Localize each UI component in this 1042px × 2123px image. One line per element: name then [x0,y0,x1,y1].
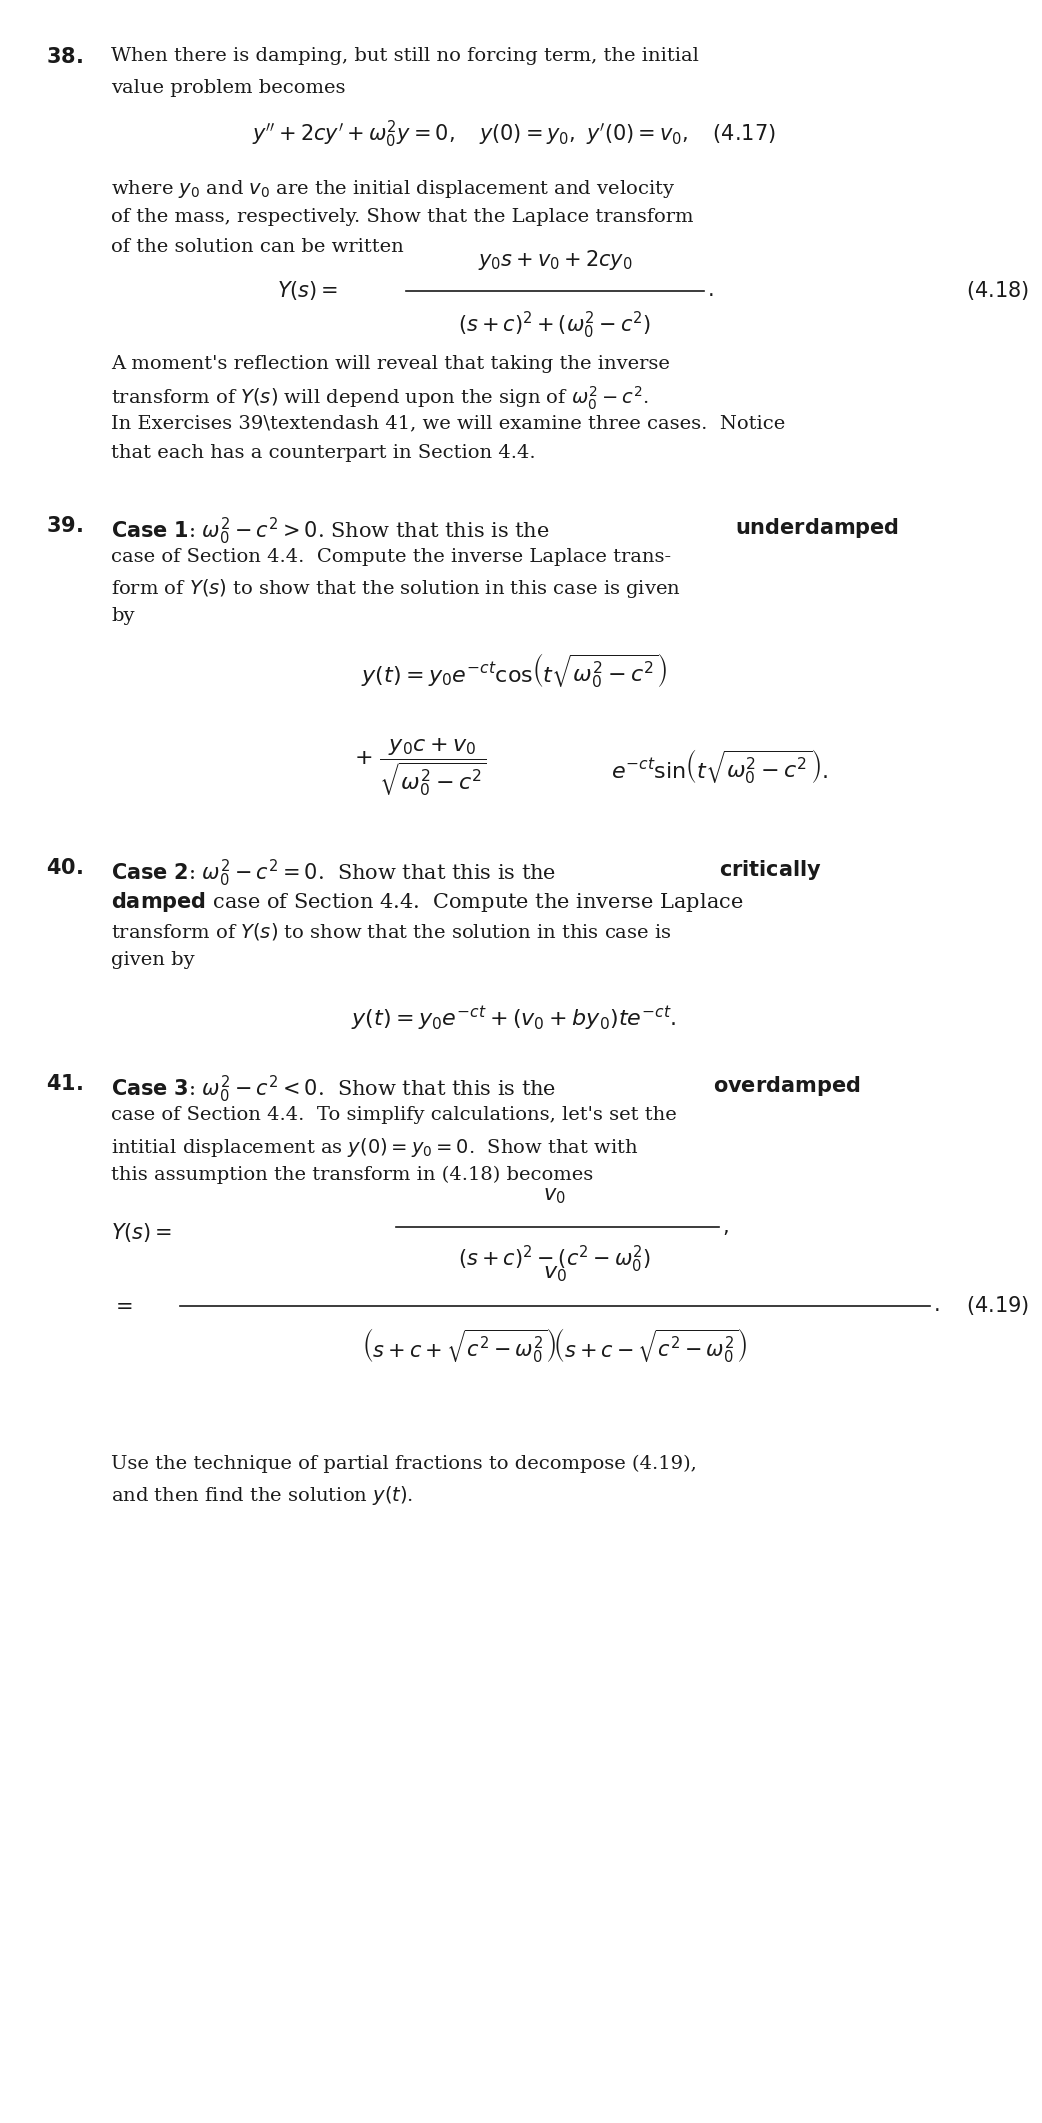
Text: case of Section 4.4.  Compute the inverse Laplace trans-: case of Section 4.4. Compute the inverse… [110,548,671,565]
Text: $(4.18)$: $(4.18)$ [966,280,1028,301]
Text: $\mathbf{Case\ 1}$: $\omega_0^2 - c^2 > 0$. Show that this is the: $\mathbf{Case\ 1}$: $\omega_0^2 - c^2 > … [110,516,549,548]
Text: transform of $Y(s)$ will depend upon the sign of $\omega_0^2 - c^2$.: transform of $Y(s)$ will depend upon the… [110,384,649,412]
Text: and then find the solution $y(t)$.: and then find the solution $y(t)$. [110,1484,414,1507]
Text: $e^{-ct} \sin\!\left(t\sqrt{\omega_0^2 - c^2}\right).$: $e^{-ct} \sin\!\left(t\sqrt{\omega_0^2 -… [612,747,828,786]
Text: $\mathbf{Case\ 3}$: $\omega_0^2 - c^2 < 0$.  Show that this is the: $\mathbf{Case\ 3}$: $\omega_0^2 - c^2 < … [110,1074,556,1106]
Text: $\mathit{\mathbf{underdamped}}$: $\mathit{\mathbf{underdamped}}$ [735,516,899,539]
Text: $=$: $=$ [110,1297,132,1314]
Text: given by: given by [110,951,195,968]
Text: $,$: $,$ [722,1219,729,1236]
Text: $\mathbf{38.}$: $\mathbf{38.}$ [46,47,83,66]
Text: When there is damping, but still no forcing term, the initial: When there is damping, but still no forc… [110,47,699,64]
Text: $v_0$: $v_0$ [543,1263,567,1284]
Text: $\mathit{\mathbf{damped}}$ case of Section 4.4.  Compute the inverse Laplace: $\mathit{\mathbf{damped}}$ case of Secti… [110,890,743,913]
Text: In Exercises 39\textendash 41, we will examine three cases.  Notice: In Exercises 39\textendash 41, we will e… [110,414,786,431]
Text: intitial displacement as $y(0) = y_0 = 0$.  Show that with: intitial displacement as $y(0) = y_0 = 0… [110,1136,638,1159]
Text: $(s + c)^2 + (\omega_0^2 - c^2)$: $(s + c)^2 + (\omega_0^2 - c^2)$ [458,310,651,342]
Text: value problem becomes: value problem becomes [110,79,346,96]
Text: where $y_0$ and $v_0$ are the initial displacement and velocity: where $y_0$ and $v_0$ are the initial di… [110,178,675,200]
Text: $v_0$: $v_0$ [544,1187,566,1206]
Text: $\mathbf{39.}$: $\mathbf{39.}$ [46,516,83,535]
Text: $\mathbf{Case\ 2}$: $\omega_0^2 - c^2 = 0$.  Show that this is the: $\mathbf{Case\ 2}$: $\omega_0^2 - c^2 = … [110,858,556,890]
Text: $\mathbf{41.}$: $\mathbf{41.}$ [46,1074,83,1093]
Text: $(s + c)^2 - (c^2 - \omega_0^2)$: $(s + c)^2 - (c^2 - \omega_0^2)$ [458,1244,651,1276]
Text: $Y(s) =$: $Y(s) =$ [277,280,339,301]
Text: form of $Y(s)$ to show that the solution in this case is given: form of $Y(s)$ to show that the solution… [110,577,680,601]
Text: $y(t) = y_0 e^{-ct} + (v_0 + by_0)te^{-ct}.$: $y(t) = y_0 e^{-ct} + (v_0 + by_0)te^{-c… [351,1004,676,1034]
Text: A moment's reflection will reveal that taking the inverse: A moment's reflection will reveal that t… [110,355,670,372]
Text: this assumption the transform in (4.18) becomes: this assumption the transform in (4.18) … [110,1166,593,1185]
Text: $\mathbf{40.}$: $\mathbf{40.}$ [46,858,83,877]
Text: that each has a counterpart in Section 4.4.: that each has a counterpart in Section 4… [110,444,536,461]
Text: $\mathit{\mathbf{critically}}$: $\mathit{\mathbf{critically}}$ [719,858,822,881]
Text: $\left(s + c + \sqrt{c^2 - \omega_0^2}\right)\!\left(s + c - \sqrt{c^2 - \omega_: $\left(s + c + \sqrt{c^2 - \omega_0^2}\r… [362,1327,748,1365]
Text: $Y(s) =$: $Y(s) =$ [110,1221,172,1244]
Text: Use the technique of partial fractions to decompose (4.19),: Use the technique of partial fractions t… [110,1454,697,1473]
Text: $.$: $.$ [933,1297,939,1314]
Text: transform of $Y(s)$ to show that the solution in this case is: transform of $Y(s)$ to show that the sol… [110,921,671,943]
Text: of the solution can be written: of the solution can be written [110,238,403,255]
Text: $\mathit{\mathbf{overdamped}}$: $\mathit{\mathbf{overdamped}}$ [713,1074,861,1098]
Text: by: by [110,607,134,624]
Text: $.$: $.$ [706,282,720,299]
Text: $y'' + 2cy' + \omega_0^2 y = 0, \quad y(0) = y_0,\ y'(0) = v_0, \quad (4.17)$: $y'' + 2cy' + \omega_0^2 y = 0, \quad y(… [252,119,775,151]
Text: $y(t) = y_0 e^{-ct} \cos\!\left(t\sqrt{\omega_0^2 - c^2}\right)$: $y(t) = y_0 e^{-ct} \cos\!\left(t\sqrt{\… [361,652,667,690]
Text: of the mass, respectively. Show that the Laplace transform: of the mass, respectively. Show that the… [110,208,694,225]
Text: $(4.19)$: $(4.19)$ [966,1295,1028,1316]
Text: case of Section 4.4.  To simplify calculations, let's set the: case of Section 4.4. To simplify calcula… [110,1106,676,1123]
Text: $+\ \dfrac{y_0 c + v_0}{\sqrt{\omega_0^2 - c^2}}$: $+\ \dfrac{y_0 c + v_0}{\sqrt{\omega_0^2… [354,737,488,798]
Text: $y_0 s + v_0 + 2cy_0$: $y_0 s + v_0 + 2cy_0$ [477,248,632,272]
